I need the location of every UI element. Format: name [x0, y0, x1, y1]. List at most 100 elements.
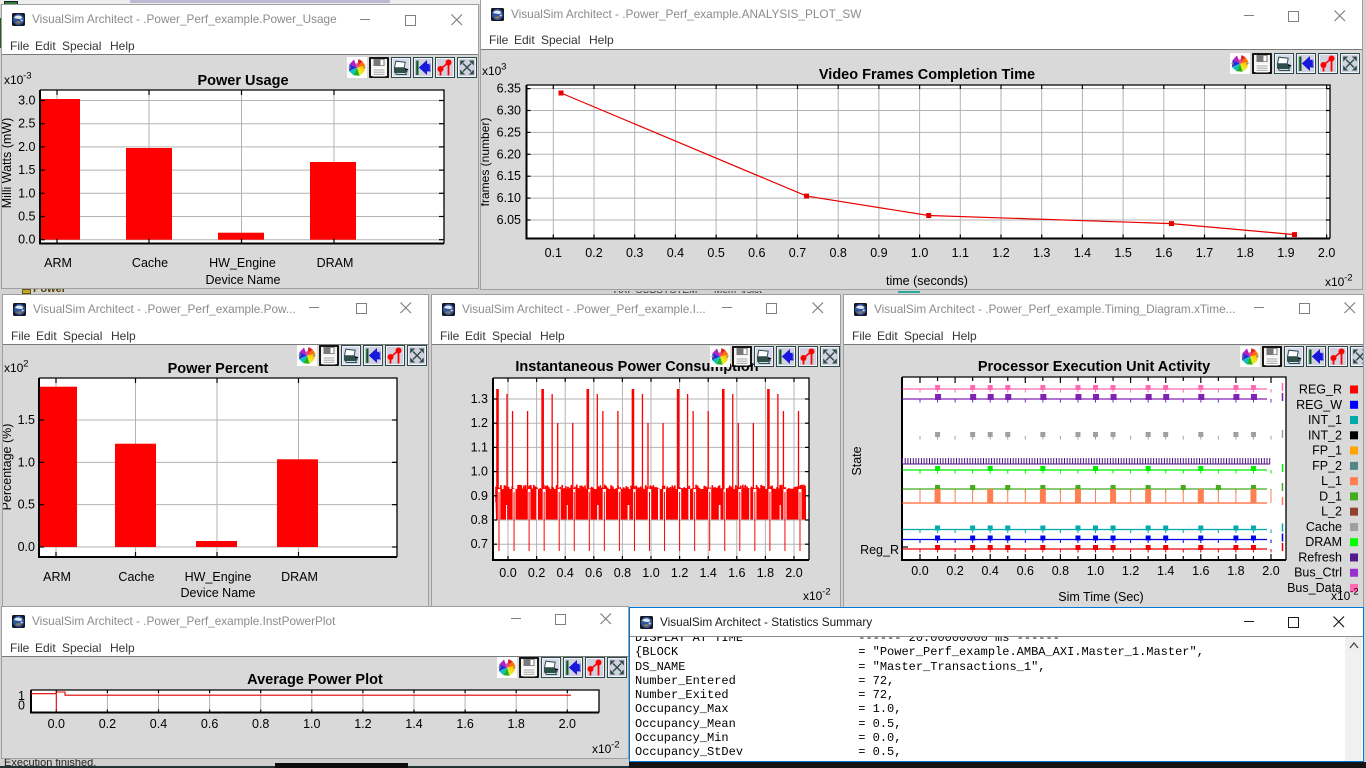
svg-text:0.4: 0.4 [557, 566, 574, 580]
svg-text:HW_Engine: HW_Engine [209, 256, 276, 270]
svg-text:1.0: 1.0 [18, 186, 35, 200]
svg-text:6.05: 6.05 [497, 213, 521, 227]
svg-text:-3: -3 [23, 71, 32, 82]
svg-text:0.6: 0.6 [585, 566, 602, 580]
svg-text:ARM: ARM [43, 570, 71, 584]
svg-text:1.7: 1.7 [1196, 246, 1213, 260]
svg-text:0.8: 0.8 [471, 513, 488, 527]
svg-text:Refresh: Refresh [1298, 550, 1342, 564]
svg-text:FP_1: FP_1 [1312, 444, 1342, 458]
svg-text:0.0: 0.0 [18, 540, 35, 554]
svg-text:x10: x10 [592, 742, 612, 756]
svg-text:0.2: 0.2 [585, 246, 602, 260]
svg-text:x10: x10 [4, 361, 24, 375]
svg-text:0.5: 0.5 [18, 498, 35, 512]
svg-text:0.2: 0.2 [528, 566, 545, 580]
svg-text:0.0: 0.0 [48, 717, 65, 731]
svg-text:-2: -2 [1350, 587, 1359, 598]
svg-text:0: 0 [18, 699, 25, 713]
svg-text:L_1: L_1 [1321, 474, 1342, 488]
svg-text:Device Name: Device Name [180, 586, 255, 600]
svg-text:Bus_Data: Bus_Data [1287, 581, 1342, 595]
svg-text:Processor Execution Unit Activ: Processor Execution Unit Activity [978, 359, 1210, 375]
svg-text:INT_1: INT_1 [1308, 413, 1342, 427]
svg-text:1.0: 1.0 [1087, 564, 1104, 578]
svg-text:Percentage (%): Percentage (%) [3, 424, 14, 511]
svg-text:Instantaneous Power Consumptio: Instantaneous Power Consumption [515, 359, 758, 375]
svg-text:0.4: 0.4 [982, 564, 999, 578]
svg-text:Cache: Cache [132, 256, 168, 270]
svg-text:1.8: 1.8 [757, 566, 774, 580]
svg-text:0.5: 0.5 [18, 210, 35, 224]
svg-text:0.8: 0.8 [830, 246, 847, 260]
svg-text:0.8: 0.8 [1052, 564, 1069, 578]
svg-text:1.4: 1.4 [1074, 246, 1091, 260]
svg-text:1.3: 1.3 [1033, 246, 1050, 260]
svg-text:DRAM: DRAM [1305, 535, 1342, 549]
svg-text:1.2: 1.2 [471, 416, 488, 430]
svg-text:0.0: 0.0 [18, 233, 35, 247]
svg-text:3.0: 3.0 [18, 94, 35, 108]
svg-text:Cache: Cache [1306, 520, 1342, 534]
svg-text:State: State [850, 446, 864, 475]
svg-text:0.6: 0.6 [1017, 564, 1034, 578]
svg-text:0.4: 0.4 [150, 717, 167, 731]
svg-text:1.1: 1.1 [952, 246, 969, 260]
svg-text:REG_W: REG_W [1296, 398, 1342, 412]
svg-text:REG_R: REG_R [1299, 383, 1342, 397]
svg-text:INT_2: INT_2 [1308, 428, 1342, 442]
svg-text:Video Frames Completion Time: Video Frames Completion Time [819, 67, 1035, 83]
svg-text:-2: -2 [822, 587, 831, 598]
svg-text:0.2: 0.2 [99, 717, 116, 731]
svg-text:x10: x10 [803, 589, 823, 603]
svg-text:1: 1 [18, 689, 25, 703]
svg-text:Milli Watts (mW): Milli Watts (mW) [2, 118, 14, 209]
svg-text:x10: x10 [482, 64, 502, 78]
svg-text:1.6: 1.6 [1192, 564, 1209, 578]
svg-text:-2: -2 [1344, 273, 1353, 284]
svg-text:1.2: 1.2 [1122, 564, 1139, 578]
svg-text:6.20: 6.20 [497, 147, 521, 161]
svg-text:time (seconds): time (seconds) [886, 274, 968, 288]
svg-text:0.3: 0.3 [626, 246, 643, 260]
svg-text:6.30: 6.30 [497, 104, 521, 118]
svg-text:0.0: 0.0 [499, 566, 516, 580]
svg-text:1.8: 1.8 [508, 717, 525, 731]
svg-text:DRAM: DRAM [281, 570, 318, 584]
svg-text:-2: -2 [611, 740, 620, 751]
svg-text:x10: x10 [4, 73, 24, 87]
svg-text:1.2: 1.2 [992, 246, 1009, 260]
svg-text:6.10: 6.10 [497, 191, 521, 205]
svg-text:1.6: 1.6 [1155, 246, 1172, 260]
svg-text:0.7: 0.7 [471, 537, 488, 551]
svg-text:D_1: D_1 [1319, 489, 1342, 503]
svg-text:0.2: 0.2 [946, 564, 963, 578]
svg-text:1.0: 1.0 [18, 455, 35, 469]
svg-text:1.9: 1.9 [1277, 246, 1294, 260]
svg-text:6.25: 6.25 [497, 125, 521, 139]
svg-text:1.4: 1.4 [1157, 564, 1174, 578]
svg-text:Bus_Ctrl: Bus_Ctrl [1294, 566, 1342, 580]
svg-text:Power Percent: Power Percent [168, 361, 269, 377]
svg-text:2.0: 2.0 [18, 140, 35, 154]
svg-text:2.5: 2.5 [18, 117, 35, 131]
svg-text:6.35: 6.35 [497, 82, 521, 96]
svg-text:ARM: ARM [44, 256, 72, 270]
svg-text:6.15: 6.15 [497, 169, 521, 183]
svg-text:0.8: 0.8 [252, 717, 269, 731]
svg-text:3: 3 [501, 62, 506, 73]
svg-text:2.0: 2.0 [1318, 246, 1335, 260]
svg-text:0.0: 0.0 [911, 564, 928, 578]
svg-text:1.2: 1.2 [354, 717, 371, 731]
svg-text:1.3: 1.3 [471, 392, 488, 406]
svg-text:2: 2 [23, 359, 28, 370]
svg-text:2.0: 2.0 [785, 566, 802, 580]
svg-text:0.6: 0.6 [748, 246, 765, 260]
svg-text:Cache: Cache [118, 570, 154, 584]
svg-text:0.9: 0.9 [471, 489, 488, 503]
svg-text:Power Usage: Power Usage [197, 73, 288, 89]
svg-text:1.6: 1.6 [456, 717, 473, 731]
svg-text:0.4: 0.4 [667, 246, 684, 260]
svg-text:1.5: 1.5 [1114, 246, 1131, 260]
svg-text:1.5: 1.5 [18, 163, 35, 177]
